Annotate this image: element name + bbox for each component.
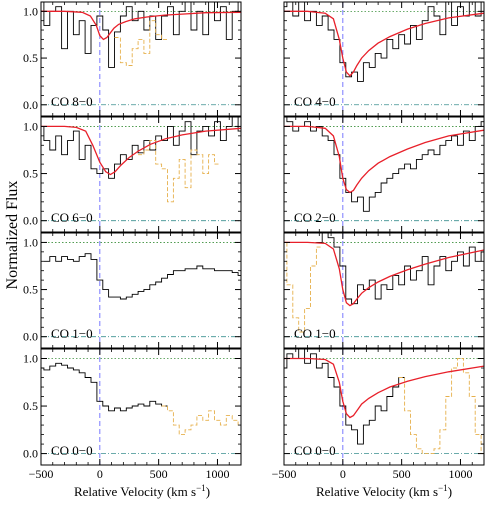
y-tick-label: 0.0 [23,330,38,344]
y-tick-label: 0.0 [23,447,38,461]
panel-frame [283,116,485,233]
panel-frame [40,1,242,117]
panel-frame [40,232,242,349]
x-tick-label: 1000 [205,467,229,481]
masked-flux-histogram [114,20,168,66]
y-tick-label: 0.0 [23,214,38,228]
x-tick-label: 1000 [448,467,472,481]
panel-frame [40,116,242,233]
panel-transition-label: CO 6−0 [51,210,93,225]
panel-frame [283,232,485,349]
y-tick-label: 1.0 [23,352,38,366]
y-tick-label: 0.5 [23,51,38,65]
panel-transition-label: CO 1−0 [294,326,336,341]
y-tick-label: 1.0 [23,119,38,133]
model-profile [284,241,484,307]
model-profile [41,10,241,41]
y-tick-label: 0.0 [23,98,38,112]
model-profile [284,125,484,194]
masked-flux-histogram [161,405,241,436]
panel-transition-label: CO 1−0 [51,326,93,341]
panel-transition-label: CO 8−0 [51,94,93,109]
x-tick-label: 500 [393,467,411,481]
y-tick-label: 0.5 [23,399,38,413]
model-profile [284,357,484,419]
x-axis-title-left: Relative Velocity (km s−1) [74,483,210,499]
y-axis-title: Normalized Flux [4,181,21,290]
flux-histogram [41,362,168,412]
panel-transition-label: CO 0−0 [51,443,93,458]
panel-frame [283,348,485,466]
panel-frame [40,348,242,466]
panel-transition-label: CO 0−0 [294,443,336,458]
flux-histogram [284,349,405,445]
model-profile [41,125,241,176]
spectrum-panel: 0.0 0.5 1.0 CO 6−0 [23,116,242,233]
y-tick-label: 1.0 [23,4,38,18]
spectrum-panel: −500 0 500 1000 0.0 0.5 1.0 CO 0−0 [23,348,242,481]
spectrum-panel: CO 4−0 [283,1,485,117]
flux-histogram [41,2,241,68]
flux-histogram [43,253,241,300]
flux-histogram [316,233,484,305]
spectrum-panel: −500 0 500 1000 CO 0−0 [272,348,485,481]
x-tick-label: −500 [29,467,54,481]
y-tick-label: 0.5 [23,167,38,181]
x-tick-label: 0 [97,467,103,481]
spectrum-panel: 0.0 0.5 1.0 CO 8−0 [23,1,242,117]
spectrum-panel: 0.0 0.5 1.0 CO 1−0 [23,232,242,349]
masked-flux-histogram [398,358,484,455]
x-tick-label: 0 [340,467,346,481]
panel-frame [283,1,485,117]
panel-transition-label: CO 4−0 [294,94,336,109]
panel-transition-label: CO 2−0 [294,210,336,225]
y-tick-label: 0.5 [23,283,38,297]
spectrum-panel: CO 2−0 [283,116,485,233]
y-tick-label: 1.0 [23,235,38,249]
x-axis-title-right: Relative Velocity (km s−1) [316,483,452,499]
flux-histogram [284,2,484,82]
masked-flux-histogram [284,241,323,333]
x-tick-label: 500 [150,467,168,481]
spectrum-panel: CO 1−0 [283,232,485,349]
model-profile [284,10,484,77]
x-tick-label: −500 [272,467,297,481]
flux-histogram [284,117,484,212]
